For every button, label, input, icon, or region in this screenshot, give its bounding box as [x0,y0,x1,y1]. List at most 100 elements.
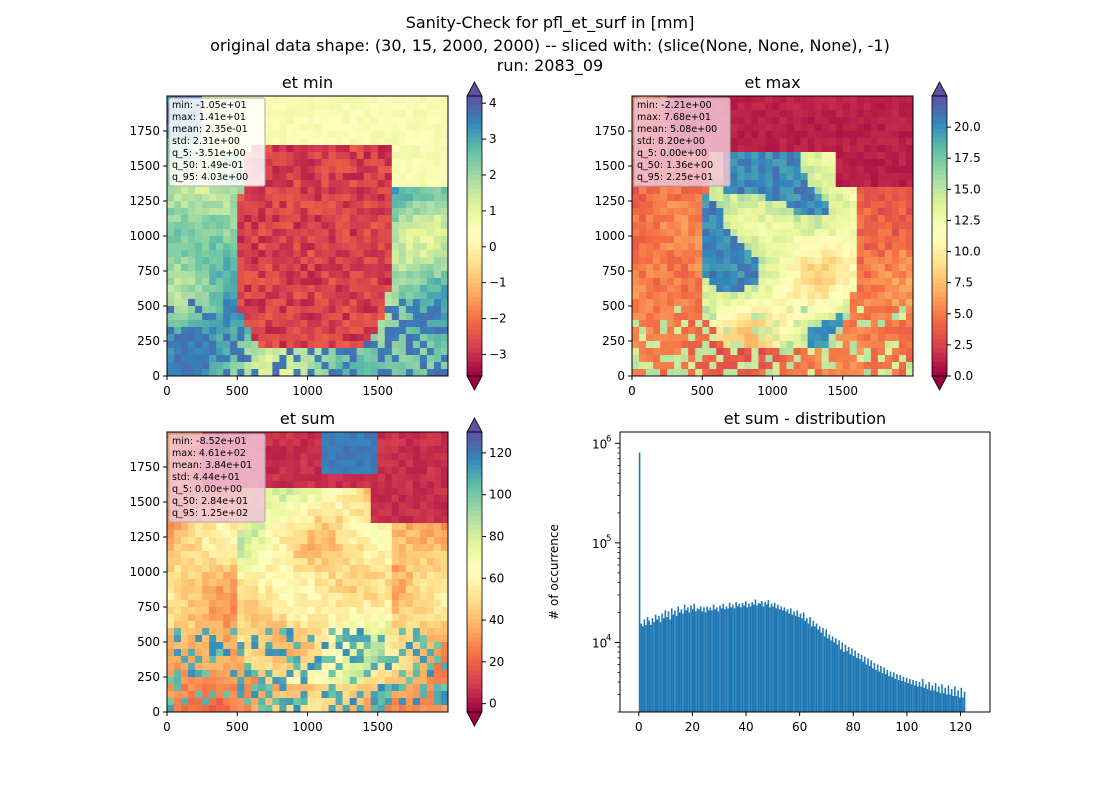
histogram-bar [839,649,842,712]
panel-title-3: et sum [280,409,335,428]
histogram-bar [806,618,808,712]
y-tick-label-2-5: 1250 [594,194,625,208]
histogram-bar [852,656,855,712]
histogram-bar [836,644,839,712]
x-tick-label-4-3: 60 [792,720,807,734]
histogram-bar [703,607,705,712]
histogram-bar [820,632,823,712]
histogram-bar [714,609,716,712]
histogram-bar [949,694,951,712]
histogram-bar [717,611,720,712]
histogram-bar [889,671,892,712]
histogram-bar [880,665,882,712]
colorbar-tick-label-3-5: 100 [489,488,512,502]
colorbar-2: 0.0 2.5 5.0 7.5 10.0 12.5 15.0 17.5 20.0 [931,81,981,391]
x-tick-label-4-4: 80 [846,720,861,734]
histogram-bar [801,618,803,712]
histogram-bar [937,686,940,712]
colorbar-tick-label-1-0: −3 [489,347,507,361]
colorbar-extend-min-3 [466,711,483,727]
colorbar-tick-label-1-5: 2 [489,168,497,182]
x-tick-label-2-3: 1500 [827,384,858,398]
y-tick-label-1-1: 250 [137,334,160,348]
y-tick-label-3-5: 1250 [129,530,160,544]
x-tick-label-3-1: 500 [226,720,249,734]
histogram-bar [643,619,646,712]
histogram-bar [942,693,945,712]
histogram-bar [690,605,692,712]
histogram-bar [735,601,737,712]
histogram-bar [699,606,702,712]
panel-title-2: et max [744,73,800,92]
histogram-bar [675,615,678,712]
histogram-bar [939,693,942,712]
histogram-bar [738,603,741,712]
stats-line-3-3: std: 4.44e+01 [172,472,240,483]
histogram-bar [775,608,778,712]
histogram-bar [828,634,831,712]
histogram-bar [872,668,874,712]
histogram-bar [957,690,959,712]
histogram-bar [688,612,691,712]
histogram-bar [661,613,663,712]
colorbar-extend-max-3 [466,417,483,433]
histogram-bar [963,691,966,712]
histogram-bar [855,657,858,712]
histogram-bar [683,604,686,712]
y-tick-label-2-4: 1000 [594,229,625,243]
histogram-bar [667,611,670,712]
histogram-bar [796,610,799,712]
histogram-bar [769,607,771,712]
histogram-bar [677,606,679,712]
y-tick-exponent-4-0: 4 [606,633,611,643]
histogram-bar [651,618,654,712]
colorbar-extend-min-1 [466,375,483,391]
histogram-bar [730,607,733,712]
colorbar-tick-label-1-1: −2 [489,312,507,326]
x-tick-label-3-3: 1500 [362,720,393,734]
histogram-bar [798,617,800,712]
y-tick-label-3-2: 500 [137,635,160,649]
histogram-bar [946,694,948,712]
histogram-bar [772,606,774,712]
histogram-bar [867,658,869,712]
histogram-bar [825,629,827,712]
histogram-bar [722,603,725,712]
colorbar-tick-label-3-3: 60 [489,571,504,585]
histogram-bar [728,602,731,712]
histogram-bar [698,609,700,712]
stats-line-3-6: q_95: 1.25e+02 [172,508,248,519]
histogram-bar [670,608,673,712]
histogram-bar [899,675,901,712]
histogram-bar [960,687,963,712]
stats-line-1-6: q_95: 4.03e+00 [172,172,248,183]
histogram-bar [672,614,675,712]
y-tick-label-3-1: 250 [137,670,160,684]
histogram-bar [900,680,903,712]
histogram-bar [662,618,665,712]
colorbar-tick-label-3-2: 40 [489,613,504,627]
histogram-bar [711,610,713,712]
stats-line-2-0: min: -2.21e+00 [637,100,712,111]
histogram-bars [638,452,966,712]
histogram-bar [764,601,766,712]
histogram-bar [814,626,816,712]
stats-line-1-2: mean: 2.35e-01 [172,124,248,135]
histogram-bar [809,617,811,712]
y-tick-label-4-2: 10 [592,437,607,451]
histogram-bar [884,674,887,712]
x-tick-label-4-1: 20 [685,720,700,734]
histogram-bar [759,603,762,712]
histogram-bar [715,607,718,712]
y-tick-label-1-2: 500 [137,299,160,313]
y-tick-label-2-6: 1500 [594,159,625,173]
histogram-bar [789,608,792,712]
x-tick-label-1-1: 500 [226,384,249,398]
histogram-bar [921,678,924,712]
histogram-bar [777,604,779,712]
y-tick-label-1-4: 1000 [129,229,160,243]
histogram-bar [707,610,710,712]
histogram-bar [835,638,837,712]
histogram-bar [863,656,866,712]
